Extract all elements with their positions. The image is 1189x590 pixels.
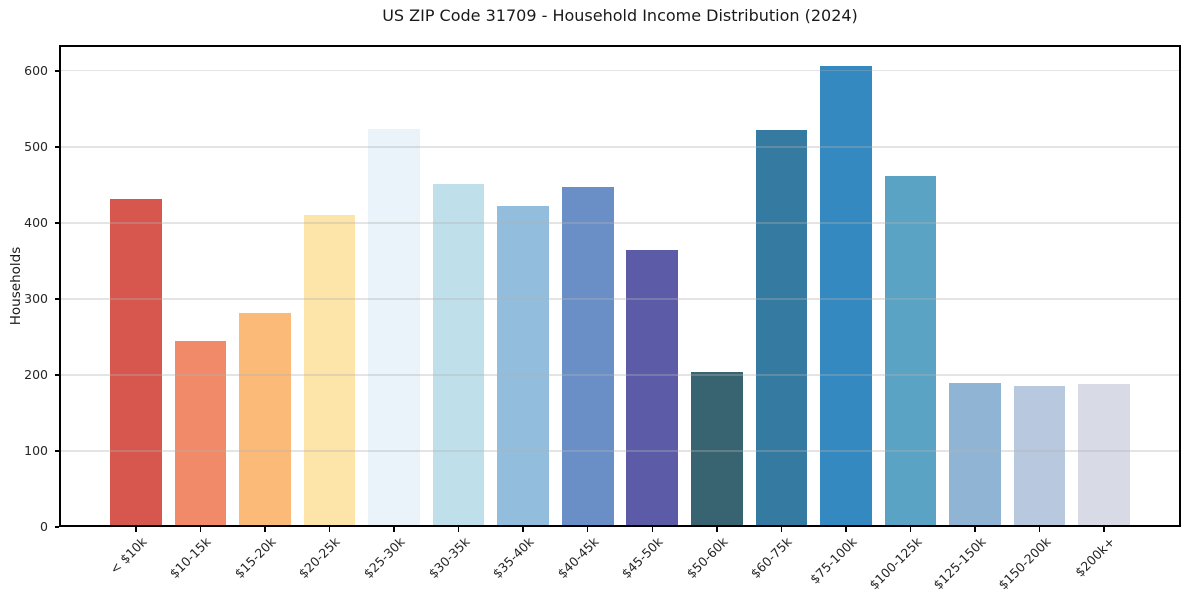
x-tick-mark xyxy=(135,527,137,532)
y-tick-label: 200 xyxy=(24,366,48,382)
chart-title: US ZIP Code 31709 - Household Income Dis… xyxy=(382,6,858,25)
x-tick-label: $25-30k xyxy=(360,534,408,582)
x-tick-mark xyxy=(974,527,976,532)
y-tick-mark xyxy=(54,222,59,224)
x-tick-label: $30-35k xyxy=(425,534,473,582)
bottom-spine xyxy=(59,525,1181,527)
gridline-y500 xyxy=(59,146,1181,148)
plot-area xyxy=(59,45,1181,527)
x-tick-label: < $10k xyxy=(106,534,150,577)
bar-$150-200k xyxy=(1013,385,1066,527)
x-tick-mark xyxy=(716,527,718,532)
bar-$10-15k xyxy=(174,340,227,527)
y-tick-mark xyxy=(54,298,59,300)
y-tick-label: 500 xyxy=(24,138,48,154)
x-tick-mark xyxy=(457,527,460,532)
gridline-y200 xyxy=(59,374,1181,376)
y-tick-label: 300 xyxy=(24,290,48,306)
x-tick-label: $100-125k xyxy=(865,534,925,590)
gridline-y400 xyxy=(59,222,1181,224)
y-tick-label: 100 xyxy=(24,442,48,458)
x-tick-mark xyxy=(1038,527,1041,532)
y-tick-label: 0 xyxy=(40,519,48,534)
x-tick-mark xyxy=(328,527,331,532)
bar-$200k+ xyxy=(1078,384,1130,527)
bar-$25-30k xyxy=(368,129,420,527)
x-tick-mark xyxy=(199,527,202,532)
x-tick-label: $150-200k xyxy=(994,534,1054,590)
x-tick-label: $40-45k xyxy=(554,534,602,582)
x-tick-mark xyxy=(587,527,589,532)
y-tick-label: 400 xyxy=(24,214,48,230)
y-tick-mark xyxy=(54,70,59,72)
x-tick-label: $45-50k xyxy=(618,534,666,582)
gridline-y100 xyxy=(59,450,1181,452)
x-tick-mark xyxy=(909,527,912,532)
bar-$35-40k xyxy=(497,206,549,527)
y-tick-mark xyxy=(54,374,59,376)
x-tick-mark xyxy=(651,527,653,532)
y-tick-mark xyxy=(54,450,59,452)
x-tick-mark xyxy=(264,527,266,532)
x-tick-label: $15-20k xyxy=(231,534,279,582)
top-spine xyxy=(59,45,1181,47)
right-spine xyxy=(1179,45,1181,527)
x-tick-label: $60-75k xyxy=(747,534,795,582)
bar-$50-60k xyxy=(691,371,743,527)
gridline-y600 xyxy=(59,70,1181,72)
x-tick-label: $200k+ xyxy=(1072,534,1118,580)
gridline-y300 xyxy=(59,298,1181,300)
y-tick-mark xyxy=(54,526,59,528)
bar-< $10k xyxy=(110,198,162,527)
x-tick-label: $10-15k xyxy=(166,534,214,582)
x-tick-mark xyxy=(393,527,395,532)
y-tick-label: 600 xyxy=(24,62,48,78)
bar-$125-150k xyxy=(949,382,1001,527)
bar-$60-75k xyxy=(755,130,808,527)
y-axis-label: Households xyxy=(8,246,24,326)
bar-$20-25k xyxy=(303,214,356,527)
x-tick-mark xyxy=(845,527,847,532)
bar-$45-50k xyxy=(626,250,679,527)
bar-$100-125k xyxy=(884,175,937,527)
x-tick-label: $35-40k xyxy=(489,534,537,582)
x-tick-mark xyxy=(1103,527,1105,532)
x-tick-mark xyxy=(780,527,783,532)
bar-$15-20k xyxy=(239,313,291,527)
bar-$30-35k xyxy=(432,184,485,527)
x-tick-label: $125-150k xyxy=(930,534,989,590)
bar-$40-45k xyxy=(561,187,614,527)
x-tick-label: $20-25k xyxy=(296,534,344,582)
left-spine xyxy=(59,45,61,527)
x-tick-label: $75-100k xyxy=(806,534,860,587)
y-tick-mark xyxy=(54,146,59,148)
bar-$75-100k xyxy=(820,65,872,527)
x-tick-label: $50-60k xyxy=(683,534,731,582)
x-tick-mark xyxy=(522,527,524,532)
